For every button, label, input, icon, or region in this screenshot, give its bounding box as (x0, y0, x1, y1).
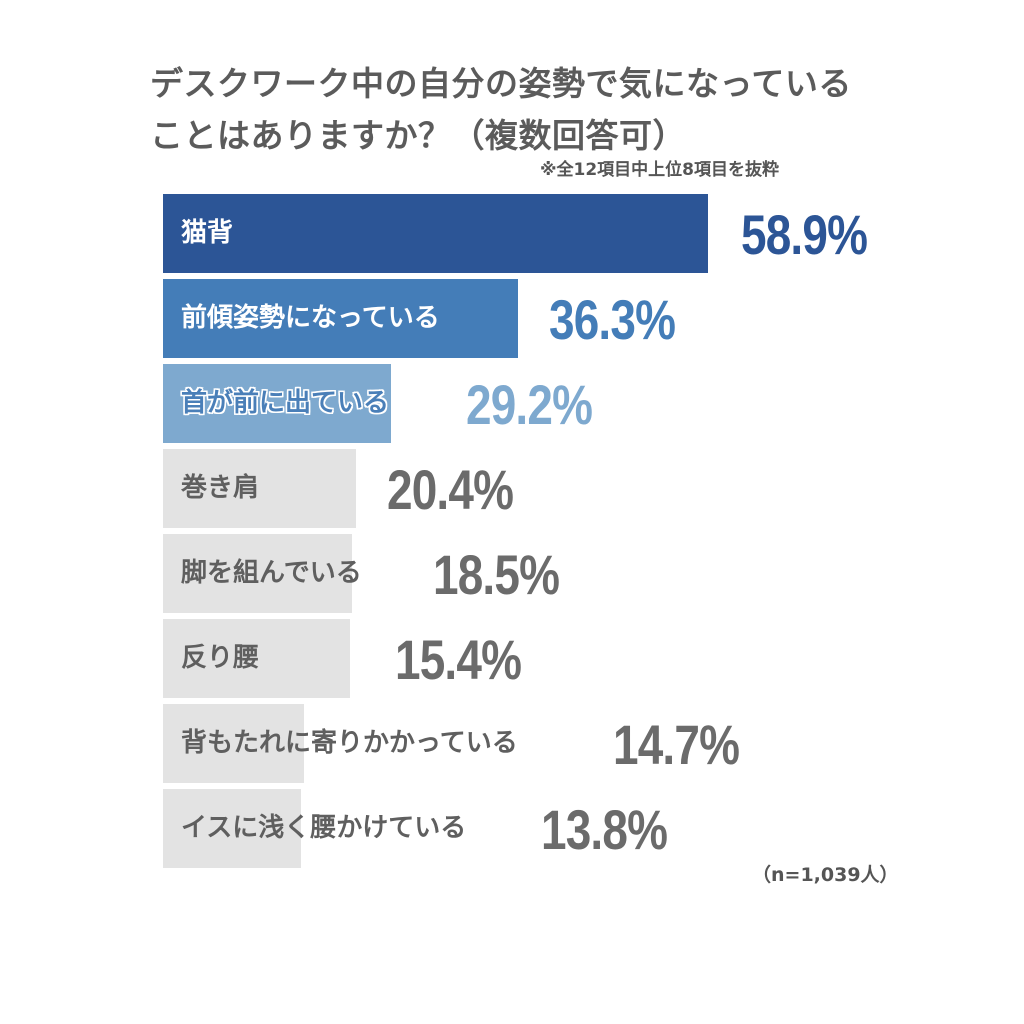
bar (163, 279, 518, 358)
bar-label: 猫背 (181, 218, 234, 248)
bar-value: 58.9% (741, 203, 868, 266)
bar-label: 反り腰 (181, 643, 260, 673)
bar (163, 619, 350, 698)
bar-value: 20.4% (387, 458, 514, 521)
bar-value: 29.2% (466, 373, 593, 436)
bar-value: 14.7% (613, 713, 740, 776)
bar-row: 前傾姿勢になっている 36.3% (163, 279, 923, 358)
bar-label: イスに浅く腰かけている (181, 813, 467, 843)
bar (163, 449, 356, 528)
bar-label: 巻き肩 (181, 473, 260, 503)
bar-value: 36.3% (549, 288, 676, 351)
bar (163, 704, 304, 783)
bar (163, 534, 352, 613)
bar (163, 789, 301, 868)
chart-title: デスクワーク中の自分の姿勢で気になっている ことはありますか？（複数回答可） (150, 58, 852, 162)
bar-label: 背もたれに寄りかかっている (181, 728, 518, 758)
bar-label: 前傾姿勢になっている (181, 303, 440, 333)
bar-row: イスに浅く腰かけている 13.8% (163, 789, 923, 868)
chart-title-line2: ことはありますか？（複数回答可） (150, 116, 686, 155)
bar-value: 15.4% (395, 628, 522, 691)
bar-value: 13.8% (541, 798, 668, 861)
bar-row: 反り腰 15.4% (163, 619, 923, 698)
bar-label: 脚を組んでいる (181, 558, 362, 588)
bar (163, 364, 391, 443)
bar-row: 巻き肩 20.4% (163, 449, 923, 528)
sample-size-note: （n=1,039人） (752, 864, 899, 886)
bar (163, 194, 708, 273)
bar-value: 18.5% (433, 543, 560, 606)
bar-row: 猫背 58.9% (163, 194, 923, 273)
chart-title-line1: デスクワーク中の自分の姿勢で気になっている (150, 64, 852, 103)
chart-note: ※全12項目中上位8項目を抜粋 (540, 160, 780, 180)
bar-row: 脚を組んでいる 18.5% (163, 534, 923, 613)
bar-label: 首が前に出ている (181, 388, 390, 418)
bar-row: 背もたれに寄りかかっている 14.7% (163, 704, 923, 783)
bar-row: 首が前に出ている 29.2% (163, 364, 923, 443)
